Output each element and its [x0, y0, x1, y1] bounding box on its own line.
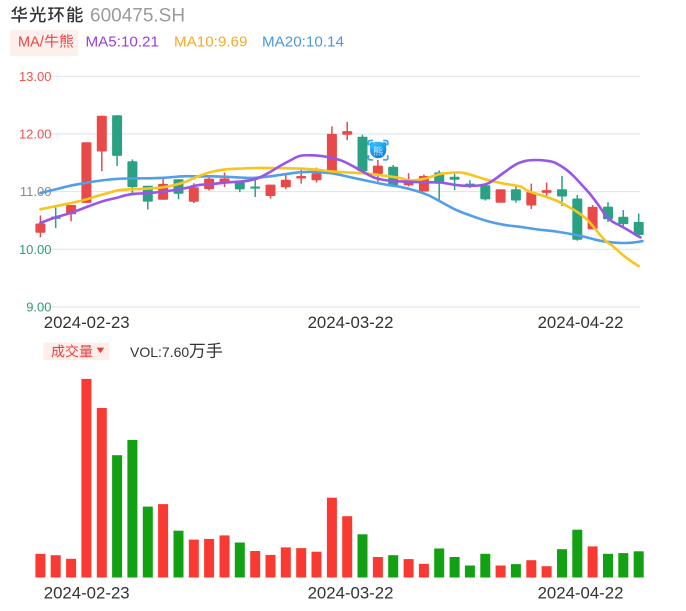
svg-text:2024-02-23: 2024-02-23	[44, 584, 130, 603]
svg-text:13.00: 13.00	[19, 69, 52, 84]
svg-text:MA5:10.21: MA5:10.21	[86, 33, 159, 50]
svg-text:2024-03-22: 2024-03-22	[308, 313, 394, 332]
svg-text:12.00: 12.00	[19, 127, 52, 142]
svg-text:2024-02-23: 2024-02-23	[44, 313, 130, 332]
svg-text:MA/: MA/	[18, 35, 45, 51]
svg-text:11.00: 11.00	[20, 184, 52, 199]
svg-text:VOL:7.60: VOL:7.60	[130, 344, 189, 360]
svg-text:2024-04-22: 2024-04-22	[538, 584, 624, 603]
svg-text:9.00: 9.00	[26, 300, 51, 315]
svg-text:2024-03-22: 2024-03-22	[308, 584, 394, 603]
svg-text:MA20:10.14: MA20:10.14	[262, 33, 344, 50]
svg-text:10.00: 10.00	[19, 242, 52, 257]
svg-text:MA10:9.69: MA10:9.69	[174, 33, 247, 50]
svg-text:600475.SH: 600475.SH	[90, 6, 185, 27]
svg-text:2024-04-22: 2024-04-22	[538, 313, 624, 332]
